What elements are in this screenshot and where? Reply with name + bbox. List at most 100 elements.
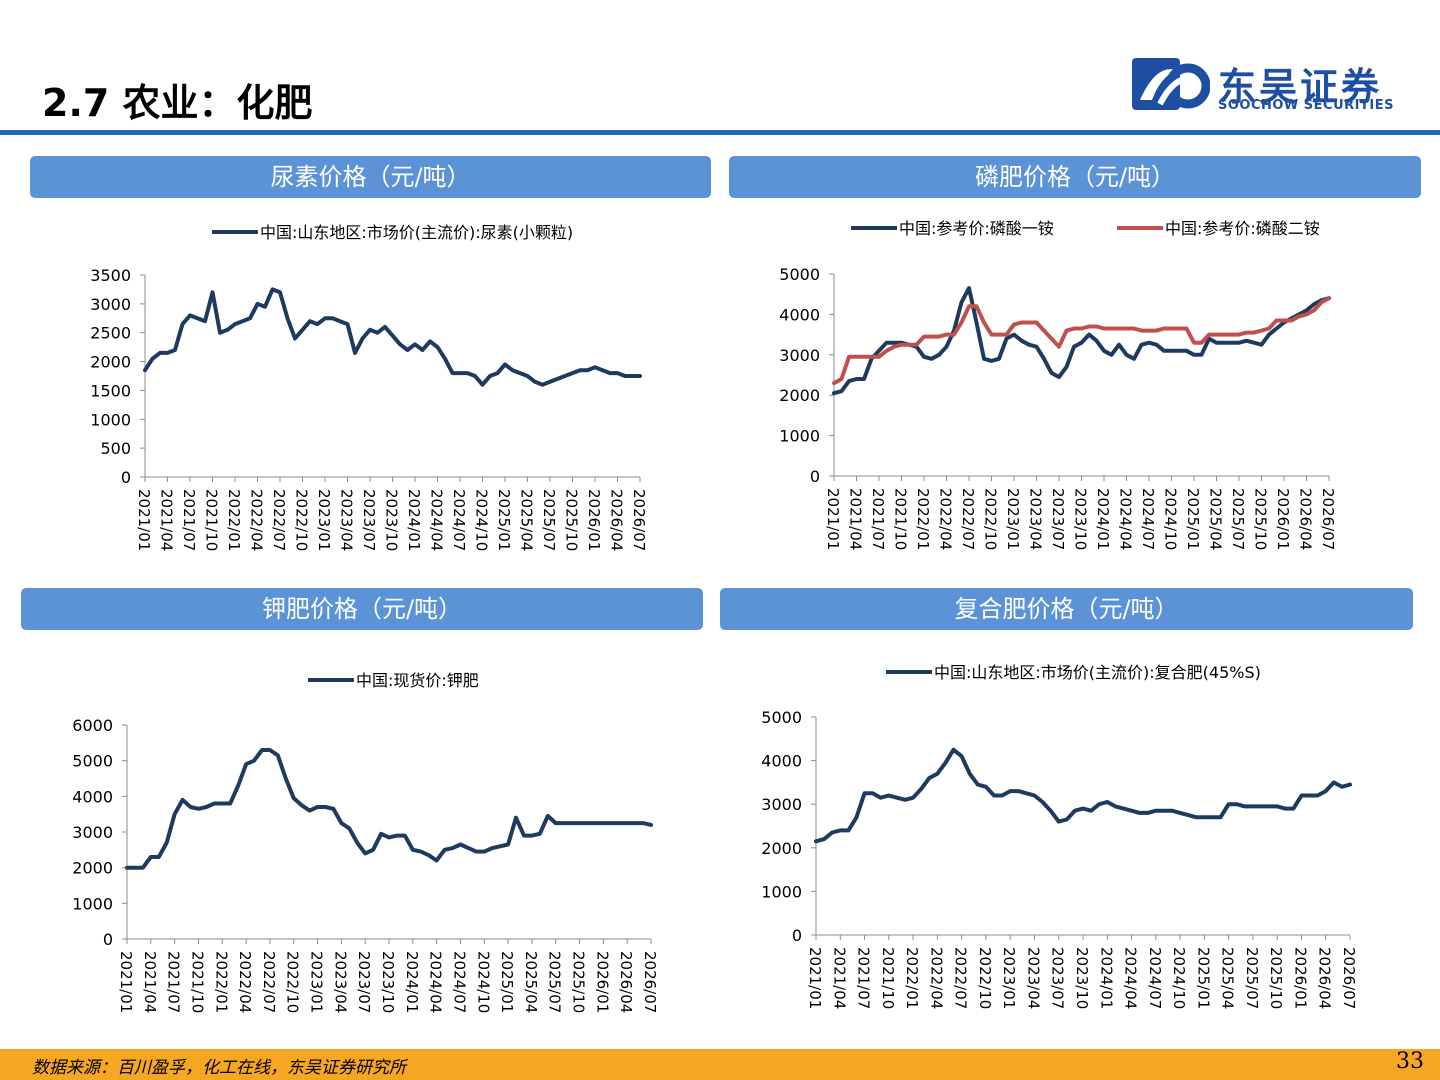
logo-english-name: SOOCHOW SECURITIES — [1218, 98, 1394, 113]
x-tick-label: 2024/01 — [403, 951, 421, 1013]
x-tick-label: 2025/10 — [1252, 488, 1270, 550]
y-tick-label: 1000 — [779, 427, 820, 446]
x-tick-label: 2026/01 — [593, 951, 611, 1013]
y-tick-label: 5000 — [72, 752, 113, 771]
x-tick-label: 2022/07 — [260, 951, 278, 1013]
x-tick-label: 2026/04 — [617, 951, 635, 1013]
x-tick-label: 2021/04 — [830, 947, 848, 1009]
x-tick-label: 2026/07 — [630, 489, 648, 551]
x-tick-label: 2023/07 — [360, 489, 378, 551]
x-tick-label: 2022/01 — [914, 488, 932, 550]
compound-panel-title: 复合肥价格（元/吨） — [720, 588, 1413, 630]
x-tick-label: 2025/07 — [540, 489, 558, 551]
x-tick-label: 2021/01 — [117, 951, 135, 1013]
y-tick-label: 3000 — [779, 346, 820, 365]
x-tick-label: 2026/01 — [1291, 947, 1309, 1009]
y-tick-label: 4000 — [72, 787, 113, 806]
y-tick-label: 4000 — [779, 305, 820, 324]
series-line-secondary — [832, 296, 1331, 386]
x-tick-label: 2024/07 — [450, 489, 468, 551]
legend-label: 中国:现货价:钾肥 — [356, 671, 479, 690]
legend-label: 中国:参考价:磷酸一铵 — [899, 219, 1054, 238]
compound-fertilizer-price-chart: 0 1000 2000 3000 4000 5000 2021/01 2021/04 2021/… — [761, 663, 1358, 1009]
x-tick-label: 2022/04 — [248, 489, 266, 551]
y-tick-label: 1000 — [72, 894, 113, 913]
y-tick-label: 3000 — [90, 295, 131, 314]
x-tick-label: 2026/07 — [641, 951, 659, 1013]
potash-panel-title: 钾肥价格（元/吨） — [21, 588, 703, 630]
y-tick-label: 4000 — [761, 752, 802, 771]
urea-panel-title: 尿素价格（元/吨） — [30, 156, 711, 198]
y-tick-label: 2000 — [72, 859, 113, 878]
x-tick-label: 2023/01 — [1004, 488, 1022, 550]
x-tick-label: 2022/01 — [225, 489, 243, 551]
x-tick-label: 2025/04 — [522, 951, 540, 1013]
page-number: 33 — [1396, 1049, 1424, 1074]
y-tick-label: 0 — [103, 930, 113, 949]
x-tick-label: 2025/01 — [498, 951, 516, 1013]
x-tick-label: 2023/04 — [1027, 488, 1045, 550]
page-title: 2.7 农业：化肥 — [42, 81, 313, 125]
x-tick-label: 2021/01 — [824, 488, 842, 550]
header-divider — [0, 130, 1440, 135]
x-tick-label: 2023/01 — [315, 489, 333, 551]
y-tick-label: 2000 — [761, 839, 802, 858]
x-tick-label: 2025/07 — [1243, 947, 1261, 1009]
company-logo: 东吴证券 SOOCHOW SECURITIES — [1130, 56, 1410, 116]
x-tick-label: 2024/04 — [427, 951, 445, 1013]
x-tick-label: 2026/04 — [608, 489, 626, 551]
x-tick-label: 2022/10 — [982, 488, 1000, 550]
x-tick-label: 2023/10 — [383, 489, 401, 551]
y-tick-label: 5000 — [779, 265, 820, 284]
x-tick-label: 2022/04 — [927, 947, 945, 1009]
x-tick-label: 2026/07 — [1319, 488, 1337, 550]
x-tick-label: 2022/04 — [937, 488, 955, 550]
x-tick-label: 2022/10 — [976, 947, 994, 1009]
x-tick-label: 2021/01 — [806, 947, 824, 1009]
x-tick-label: 2022/10 — [284, 951, 302, 1013]
x-tick-label: 2022/04 — [236, 951, 254, 1013]
x-tick-label: 2026/04 — [1316, 947, 1334, 1009]
x-tick-label: 2021/04 — [847, 488, 865, 550]
x-tick-label: 2024/10 — [1162, 488, 1180, 550]
urea-price-chart: 0 500 1000 1500 2000 2500 3000 3500 2021/01 2021/… — [90, 223, 648, 551]
series-line-primary — [125, 748, 653, 870]
x-tick-label: 2023/07 — [355, 951, 373, 1013]
x-tick-label: 2026/01 — [1274, 488, 1292, 550]
phosphate-panel-title: 磷肥价格（元/吨） — [729, 156, 1421, 198]
x-tick-label: 2025/04 — [518, 489, 536, 551]
y-tick-label: 500 — [100, 439, 131, 458]
x-tick-label: 2025/07 — [546, 951, 564, 1013]
x-tick-label: 2021/07 — [869, 488, 887, 550]
x-tick-label: 2026/01 — [585, 489, 603, 551]
data-source-note: 数据来源：百川盈孚，化工在线，东吴证券研究所 — [32, 1058, 406, 1078]
x-tick-label: 2025/10 — [563, 489, 581, 551]
x-tick-label: 2025/10 — [570, 951, 588, 1013]
x-tick-label: 2023/10 — [1072, 488, 1090, 550]
y-tick-label: 5000 — [761, 708, 802, 727]
y-tick-label: 2500 — [90, 324, 131, 343]
y-tick-label: 2000 — [779, 386, 820, 405]
y-tick-label: 3000 — [72, 823, 113, 842]
legend-label: 中国:山东地区:市场价(主流价):尿素(小颗粒) — [260, 223, 573, 242]
x-tick-label: 2024/01 — [405, 489, 423, 551]
x-tick-label: 2025/10 — [1267, 947, 1285, 1009]
y-tick-label: 6000 — [72, 716, 113, 735]
x-tick-label: 2024/10 — [1170, 947, 1188, 1009]
x-tick-label: 2021/07 — [855, 947, 873, 1009]
logo-chinese-name: 东吴证券 — [1218, 65, 1383, 109]
x-tick-label: 2024/07 — [450, 951, 468, 1013]
x-tick-label: 2022/10 — [293, 489, 311, 551]
x-tick-label: 2023/07 — [1049, 947, 1067, 1009]
x-tick-label: 2024/01 — [1094, 488, 1112, 550]
y-tick-label: 0 — [810, 467, 820, 486]
y-tick-label: 1000 — [761, 882, 802, 901]
x-tick-label: 2022/07 — [959, 488, 977, 550]
x-tick-label: 2025/07 — [1229, 488, 1247, 550]
legend-label: 中国:山东地区:市场价(主流价):复合肥(45%S) — [934, 663, 1261, 682]
x-tick-label: 2022/07 — [952, 947, 970, 1009]
x-tick-label: 2026/07 — [1340, 947, 1358, 1009]
x-tick-label: 2024/04 — [428, 489, 446, 551]
x-tick-label: 2025/04 — [1207, 488, 1225, 550]
x-tick-label: 2024/07 — [1146, 947, 1164, 1009]
